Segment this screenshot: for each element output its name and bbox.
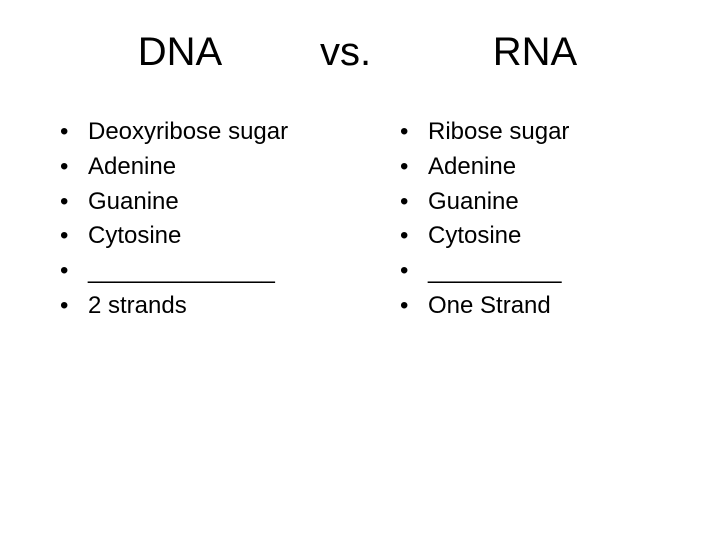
left-column: Deoxyribose sugar Adenine Guanine Cytosi… [40,115,380,324]
list-item: Adenine [400,150,680,185]
right-list: Ribose sugar Adenine Guanine Cytosine __… [400,115,680,324]
list-item: Guanine [60,185,380,220]
left-list: Deoxyribose sugar Adenine Guanine Cytosi… [60,115,380,324]
list-item: One Strand [400,289,680,324]
list-item: __________ [400,254,680,289]
slide: DNA vs. RNA Deoxyribose sugar Adenine Gu… [0,0,720,540]
title-row: DNA vs. RNA [40,30,680,75]
title-right: RNA [430,30,680,75]
list-item: Guanine [400,185,680,220]
title-left: DNA [40,30,320,75]
list-item: 2 strands [60,289,380,324]
columns: Deoxyribose sugar Adenine Guanine Cytosi… [40,115,680,324]
list-item: Adenine [60,150,380,185]
title-mid: vs. [320,30,430,75]
list-item: ______________ [60,254,380,289]
list-item: Ribose sugar [400,115,680,150]
list-item: Cytosine [60,219,380,254]
list-item: Deoxyribose sugar [60,115,380,150]
right-column: Ribose sugar Adenine Guanine Cytosine __… [380,115,680,324]
list-item: Cytosine [400,219,680,254]
